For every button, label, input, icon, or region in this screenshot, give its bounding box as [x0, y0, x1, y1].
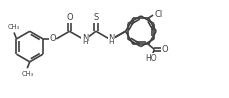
Text: Cl: Cl [154, 10, 162, 19]
Text: O: O [66, 13, 73, 22]
Text: CH₃: CH₃ [8, 24, 20, 30]
Text: HO: HO [145, 54, 157, 63]
Text: CH₃: CH₃ [21, 71, 33, 77]
Text: H: H [108, 39, 114, 45]
Text: N: N [81, 34, 88, 43]
Text: N: N [108, 34, 114, 43]
Text: O: O [161, 45, 167, 54]
Text: S: S [93, 13, 98, 22]
Text: H: H [82, 39, 87, 45]
Text: O: O [49, 34, 55, 43]
